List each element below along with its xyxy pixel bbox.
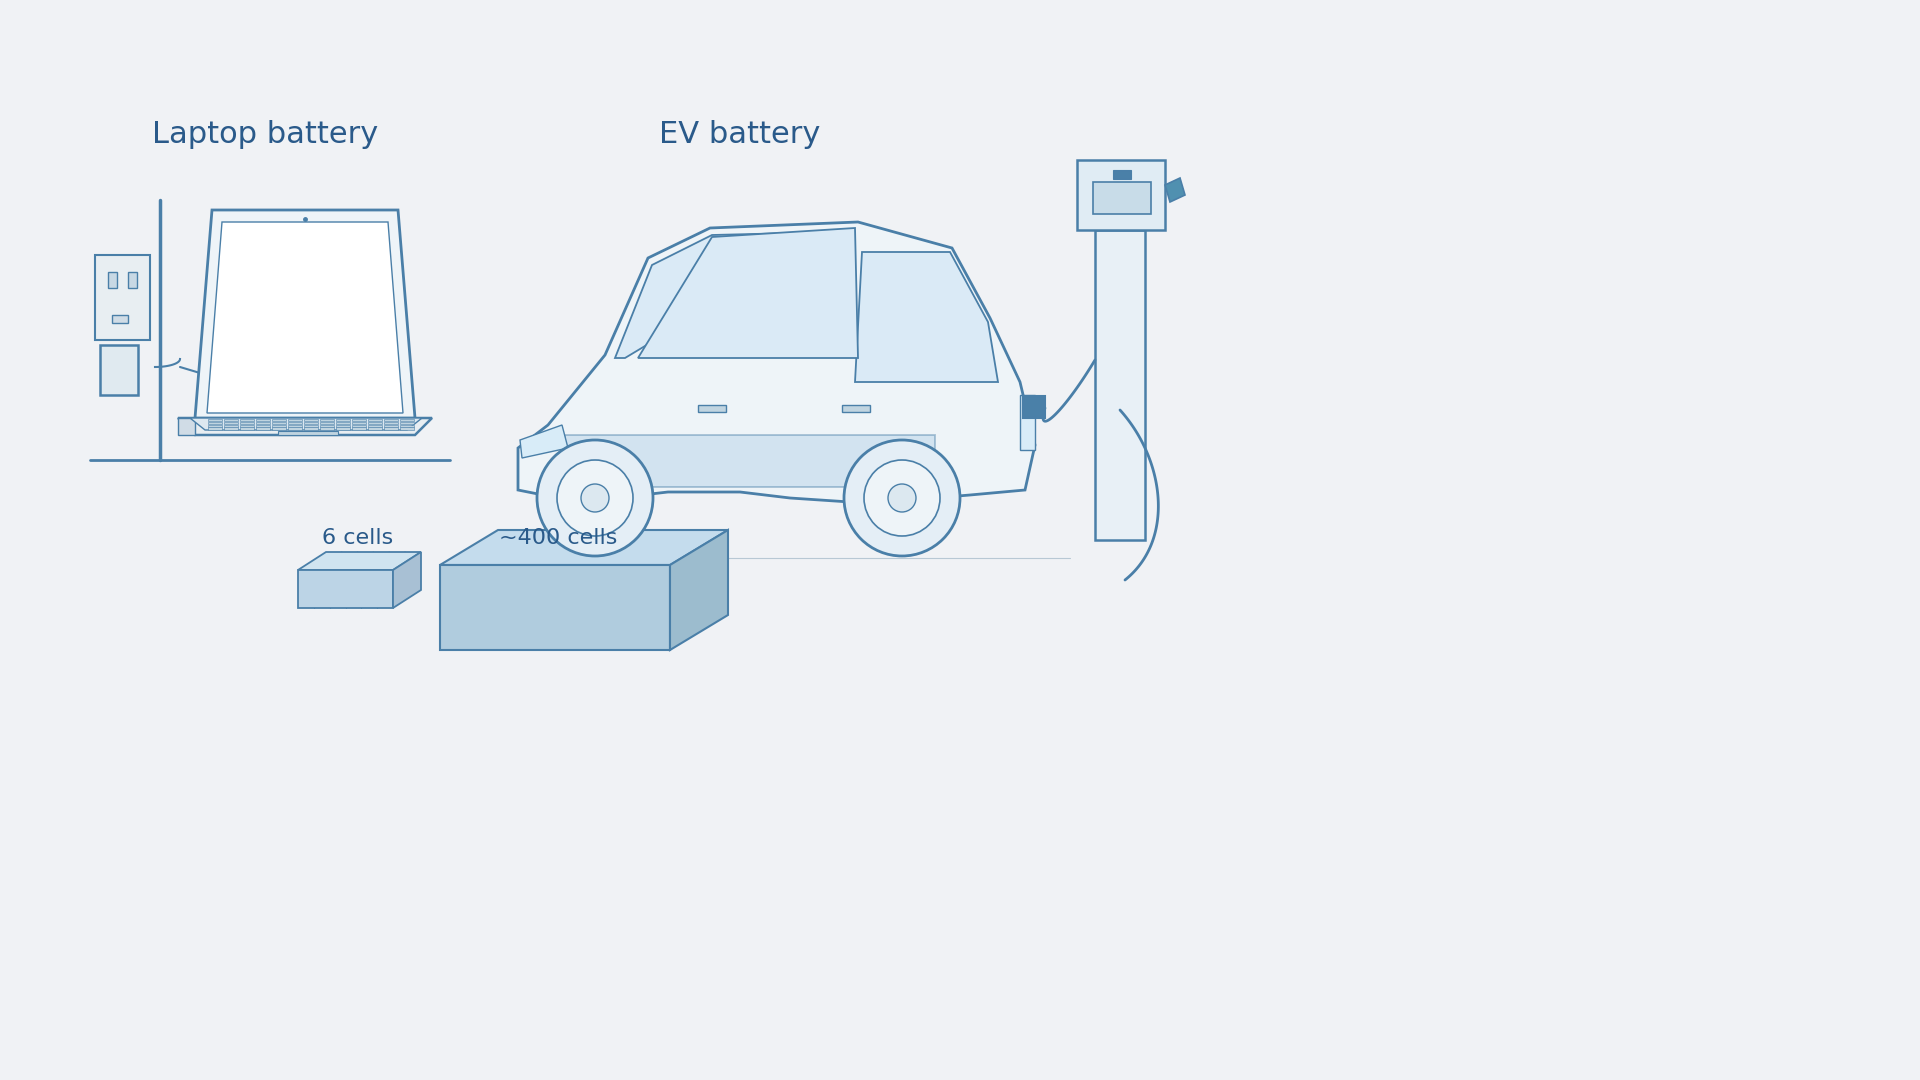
Bar (843, 405, 870, 411)
Bar (351, 424, 367, 427)
Polygon shape (179, 418, 432, 435)
Polygon shape (298, 570, 394, 608)
Circle shape (887, 484, 916, 512)
Bar (288, 428, 301, 430)
Bar (288, 422, 301, 424)
Bar (225, 428, 238, 430)
Bar (273, 419, 286, 421)
Bar (1092, 183, 1150, 214)
Bar (225, 419, 238, 421)
Bar (288, 424, 301, 427)
Bar (255, 428, 271, 430)
Bar (1077, 160, 1165, 230)
Bar (1094, 230, 1144, 540)
Bar (336, 428, 349, 430)
Bar (255, 422, 271, 424)
Bar (564, 435, 935, 487)
Bar (369, 424, 382, 427)
Polygon shape (440, 565, 670, 650)
Polygon shape (394, 552, 420, 608)
Circle shape (582, 484, 609, 512)
Bar (240, 428, 253, 430)
Bar (336, 424, 349, 427)
Bar (303, 422, 319, 424)
Bar (225, 422, 238, 424)
Bar (336, 419, 349, 421)
Bar (225, 424, 238, 427)
Bar (336, 422, 349, 424)
Text: Laptop battery: Laptop battery (152, 120, 378, 149)
Bar (1114, 170, 1131, 179)
Bar (207, 428, 223, 430)
Bar (303, 419, 319, 421)
Bar (384, 419, 397, 421)
Polygon shape (298, 552, 420, 570)
Bar (240, 424, 253, 427)
Bar (94, 255, 150, 340)
Bar (351, 422, 367, 424)
Bar (207, 424, 223, 427)
Bar (207, 422, 223, 424)
Polygon shape (196, 210, 415, 418)
Bar (321, 422, 334, 424)
Polygon shape (207, 222, 403, 413)
Circle shape (557, 460, 634, 536)
Bar (255, 424, 271, 427)
Bar (111, 315, 129, 323)
Bar (384, 424, 397, 427)
Bar (399, 428, 415, 430)
Bar (303, 428, 319, 430)
Bar (321, 424, 334, 427)
Bar (384, 428, 397, 430)
Text: 6 cells: 6 cells (323, 528, 394, 548)
Bar (369, 422, 382, 424)
Bar (273, 428, 286, 430)
Bar (273, 424, 286, 427)
Text: EV battery: EV battery (659, 120, 820, 149)
Bar (108, 272, 117, 288)
Bar (699, 405, 726, 411)
Bar (240, 419, 253, 421)
Bar (351, 428, 367, 430)
Text: ~400 cells: ~400 cells (499, 528, 616, 548)
Bar (288, 419, 301, 421)
Polygon shape (1020, 395, 1035, 450)
Bar (399, 424, 415, 427)
Bar (278, 431, 338, 434)
Polygon shape (179, 418, 196, 435)
Bar (399, 422, 415, 424)
Bar (303, 424, 319, 427)
Polygon shape (670, 530, 728, 650)
Circle shape (538, 440, 653, 556)
Bar (321, 428, 334, 430)
Polygon shape (854, 252, 998, 382)
Circle shape (845, 440, 960, 556)
Polygon shape (637, 228, 858, 357)
Circle shape (864, 460, 941, 536)
Bar (321, 419, 334, 421)
Bar (207, 419, 223, 421)
Bar (255, 419, 271, 421)
Polygon shape (1165, 178, 1185, 202)
Bar (351, 419, 367, 421)
Bar (384, 422, 397, 424)
Polygon shape (518, 222, 1035, 502)
Polygon shape (190, 418, 422, 430)
Bar (273, 422, 286, 424)
Bar (1023, 396, 1044, 418)
Bar (240, 422, 253, 424)
Bar (369, 428, 382, 430)
Bar (100, 345, 138, 395)
Polygon shape (614, 232, 835, 357)
Bar (399, 419, 415, 421)
Bar (369, 419, 382, 421)
Bar (129, 272, 136, 288)
Polygon shape (440, 530, 728, 565)
Polygon shape (520, 426, 568, 458)
